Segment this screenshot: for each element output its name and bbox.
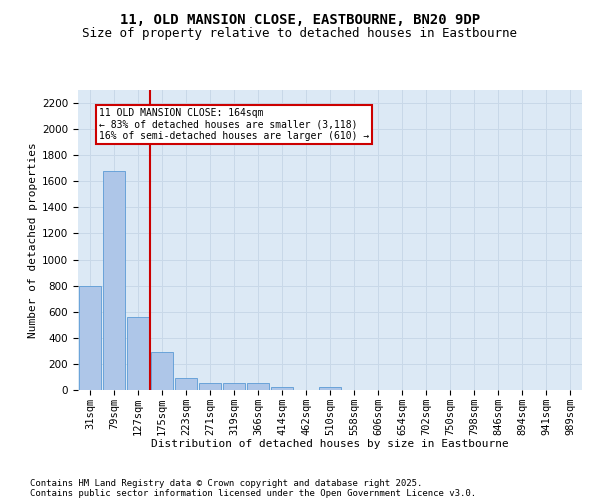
Text: Contains public sector information licensed under the Open Government Licence v3: Contains public sector information licen…	[30, 488, 476, 498]
Bar	[199, 383, 221, 390]
X-axis label: Distribution of detached houses by size in Eastbourne: Distribution of detached houses by size …	[151, 440, 509, 450]
Y-axis label: Number of detached properties: Number of detached properties	[28, 142, 38, 338]
Bar	[79, 286, 101, 390]
Text: 11, OLD MANSION CLOSE, EASTBOURNE, BN20 9DP: 11, OLD MANSION CLOSE, EASTBOURNE, BN20 …	[120, 12, 480, 26]
Bar	[127, 317, 149, 390]
Bar	[319, 386, 341, 390]
Bar	[103, 171, 125, 390]
Bar	[247, 384, 269, 390]
Text: Size of property relative to detached houses in Eastbourne: Size of property relative to detached ho…	[83, 28, 517, 40]
Bar	[223, 383, 245, 390]
Text: Contains HM Land Registry data © Crown copyright and database right 2025.: Contains HM Land Registry data © Crown c…	[30, 478, 422, 488]
Bar	[175, 378, 197, 390]
Bar	[151, 352, 173, 390]
Text: 11 OLD MANSION CLOSE: 164sqm
← 83% of detached houses are smaller (3,118)
16% of: 11 OLD MANSION CLOSE: 164sqm ← 83% of de…	[99, 108, 370, 142]
Bar	[271, 386, 293, 390]
